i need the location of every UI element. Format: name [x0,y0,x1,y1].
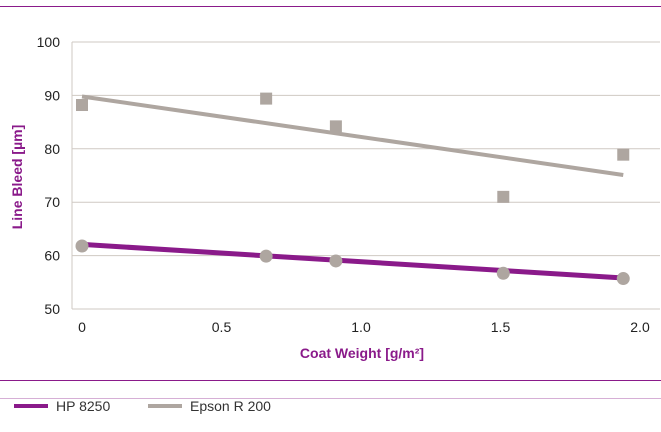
x-axis-label: Coat Weight [g/m²] [300,345,424,361]
top-rule [0,6,661,7]
legend-swatch-epson [148,404,182,408]
series-layer [75,92,630,286]
y-tick-80: 80 [44,141,60,157]
legend-item-epson: Epson R 200 [148,398,271,414]
point-epson-2 [329,120,342,133]
tick-labels: 50 60 70 80 90 100 0 0.5 1.0 1.5 2.0 [37,34,650,335]
y-tick-100: 100 [37,34,61,50]
x-tick-1.5: 1.5 [491,319,511,335]
gridlines [71,41,660,310]
point-hp-2 [329,254,343,268]
y-tick-90: 90 [44,87,60,103]
y-tick-60: 60 [44,248,60,264]
point-epson-1 [260,92,273,105]
middle-rule-1 [0,380,661,381]
trendline-epson [81,94,624,177]
point-hp-4 [616,272,630,286]
point-epson-3 [497,190,510,203]
point-epson-0 [76,99,88,112]
y-tick-50: 50 [44,301,60,317]
legend-swatch-hp [14,404,48,408]
y-axis-label: Line Bleed [µm] [9,125,25,230]
x-tick-2.0: 2.0 [630,319,650,335]
legend-label-hp: HP 8250 [56,398,111,414]
y-tick-70: 70 [44,194,60,210]
legend-item-hp: HP 8250 [14,398,110,414]
line-bleed-chart: 50 60 70 80 90 100 0 0.5 1.0 1.5 2.0 Coat Weight [… [9,34,660,361]
legend-label-epson: Epson R 200 [190,398,271,414]
point-epson-4 [617,148,630,161]
x-tick-0: 0 [78,319,86,335]
x-tick-0.5: 0.5 [212,319,232,335]
middle-rule-2 [0,398,661,399]
point-hp-3 [496,266,510,280]
x-tick-1.0: 1.0 [351,319,371,335]
point-hp-0 [75,239,89,253]
point-hp-1 [259,249,273,263]
trendline-hp [81,241,624,281]
